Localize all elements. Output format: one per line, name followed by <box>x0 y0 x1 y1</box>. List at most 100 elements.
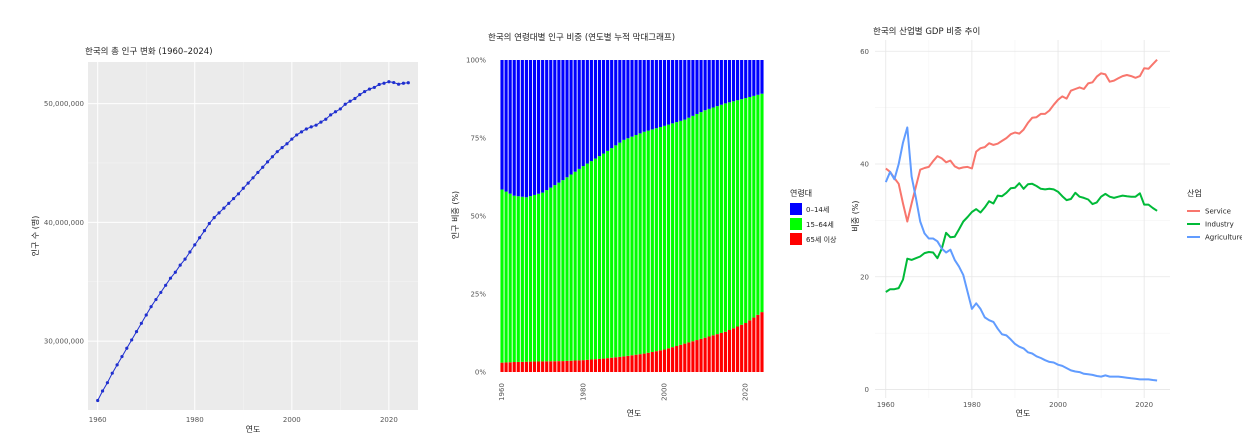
bar-segment-15-64 <box>671 123 675 348</box>
gdp-line-service <box>885 59 1158 223</box>
bar-segment-15-64 <box>756 94 760 315</box>
age-share-bar-1979 <box>577 60 581 372</box>
age-share-bar-2023 <box>756 60 760 372</box>
age-share-bar-1981 <box>585 60 589 372</box>
bar-segment-15-64 <box>532 194 537 362</box>
bar-segment-0-14 <box>731 60 736 102</box>
population-tick-labels: 1960 1980 2000 2020 30,000,000 40,000,000 50,0… <box>44 100 398 424</box>
legend-label: Service <box>1205 208 1231 216</box>
population-point <box>246 181 250 185</box>
bar-segment-15-64 <box>553 185 557 362</box>
legend-label: 65세 이상 <box>806 235 837 244</box>
bar-segment-0-14 <box>662 60 667 126</box>
age-share-bar-2000 <box>662 60 667 372</box>
age-share-bar-1980 <box>581 60 585 372</box>
bar-segment-65-plus <box>666 348 671 372</box>
bar-segment-0-14 <box>626 60 630 139</box>
age-share-bar-2006 <box>687 60 691 372</box>
age-share-bar-2020 <box>744 60 748 372</box>
bar-segment-15-64 <box>557 182 561 362</box>
population-point <box>212 215 216 220</box>
y-tick-label: 60 <box>860 48 869 56</box>
age-share-bar-1960 <box>500 60 504 372</box>
population-point <box>343 102 347 106</box>
bar-segment-0-14 <box>561 60 565 181</box>
bar-segment-15-64 <box>545 190 549 362</box>
bar-segment-65-plus <box>577 360 581 372</box>
population-point <box>115 363 119 367</box>
age-share-bar-1985 <box>601 60 606 372</box>
bar-segment-15-64 <box>744 98 748 324</box>
bar-segment-15-64 <box>642 131 646 354</box>
bar-segment-0-14 <box>512 60 516 196</box>
y-tick-label: 100% <box>466 57 486 65</box>
bar-segment-15-64 <box>723 103 727 332</box>
bar-segment-0-14 <box>711 60 715 108</box>
age-share-bar-1992 <box>630 60 634 372</box>
bar-segment-65-plus <box>654 351 658 372</box>
bar-segment-0-14 <box>687 60 691 118</box>
population-point <box>367 87 372 91</box>
bar-segment-0-14 <box>748 60 752 97</box>
bar-segment-15-64 <box>752 95 756 318</box>
population-point <box>198 236 202 240</box>
bar-segment-15-64 <box>731 101 736 329</box>
population-point <box>96 398 100 403</box>
population-point <box>164 283 168 287</box>
x-tick-label: 1960 <box>498 383 506 401</box>
population-point <box>290 137 294 141</box>
age-share-bar-1976 <box>565 60 569 372</box>
bar-segment-0-14 <box>752 60 756 96</box>
bar-segment-15-64 <box>614 145 618 358</box>
bar-segment-65-plus <box>553 361 557 372</box>
bar-segment-65-plus <box>715 334 719 372</box>
bar-segment-0-14 <box>699 60 703 113</box>
bar-segment-65-plus <box>585 359 589 372</box>
bar-segment-0-14 <box>500 60 504 190</box>
population-point <box>348 99 352 103</box>
y-tick-label: 0 <box>865 386 869 394</box>
population-point <box>207 221 211 226</box>
x-tick-label: 1980 <box>963 401 981 409</box>
population-gridlines <box>88 62 418 410</box>
population-point <box>382 81 386 85</box>
bar-segment-65-plus <box>610 357 614 372</box>
bar-segment-65-plus <box>630 355 634 372</box>
bar-segment-65-plus <box>545 361 549 372</box>
bar-segment-15-64 <box>675 122 679 346</box>
bar-segment-15-64 <box>707 108 711 337</box>
bar-segment-65-plus <box>683 343 687 372</box>
bar-segment-15-64 <box>638 133 642 355</box>
age-share-bar-2013 <box>715 60 719 372</box>
legend-label: Agriculture <box>1205 234 1242 242</box>
bar-segment-0-14 <box>703 60 707 111</box>
bar-segment-0-14 <box>553 60 557 186</box>
y-tick-label: 30,000,000 <box>44 338 84 346</box>
bar-segment-15-64 <box>565 177 569 361</box>
population-point <box>202 229 207 233</box>
bar-segment-0-14 <box>585 60 589 164</box>
gdp-line-agriculture <box>884 126 1158 382</box>
bar-segment-15-64 <box>630 136 634 356</box>
bar-segment-15-64 <box>528 196 533 362</box>
bar-segment-65-plus <box>650 351 654 372</box>
gdp-share-legend-title: 산업 <box>1187 188 1202 198</box>
population-point <box>100 389 105 393</box>
age-share-bars <box>500 60 764 372</box>
population-point <box>125 346 129 350</box>
population-point <box>295 133 299 137</box>
age-share-bar-2005 <box>683 60 687 372</box>
bar-segment-65-plus <box>524 361 528 372</box>
age-share-bar-1994 <box>638 60 642 372</box>
age-share-bar-2014 <box>719 60 723 372</box>
age-share-bar-1978 <box>573 60 577 372</box>
age-share-bar-1971 <box>545 60 549 372</box>
bar-segment-65-plus <box>646 352 650 372</box>
age-share-bar-1998 <box>654 60 658 372</box>
bar-segment-0-14 <box>593 60 598 159</box>
bar-segment-65-plus <box>658 350 663 372</box>
age-share-bar-1995 <box>642 60 646 372</box>
x-tick-label: 1980 <box>186 416 204 424</box>
age-share-bar-1967 <box>528 60 533 372</box>
population-point <box>358 93 362 97</box>
